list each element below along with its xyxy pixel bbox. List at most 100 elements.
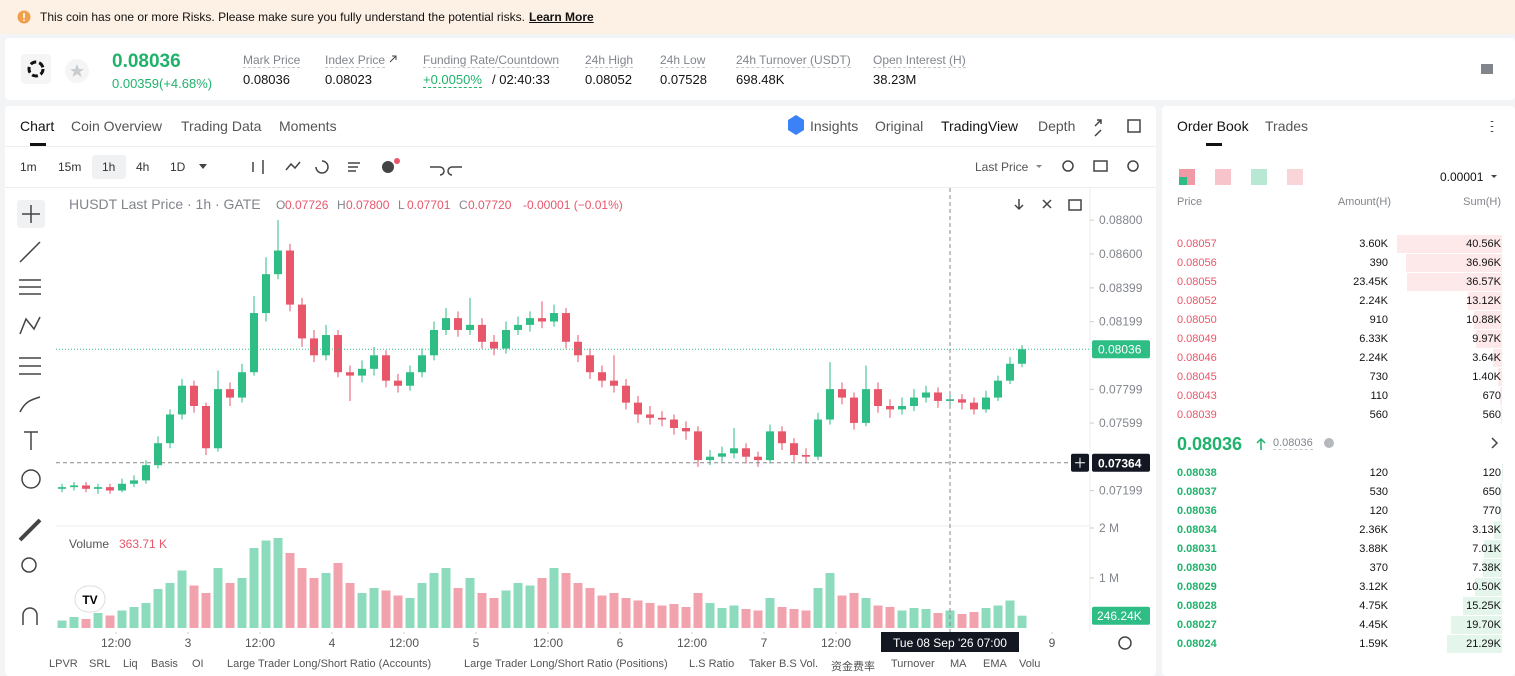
book-sum: 7.01K (1472, 543, 1501, 555)
interval[interactable]: 4h (136, 160, 149, 174)
volume-bar (466, 578, 475, 628)
toolbar-icons[interactable] (253, 160, 462, 175)
source-dropdown[interactable] (1036, 165, 1042, 168)
book-view-bids[interactable] (1251, 169, 1267, 185)
y-tick-label: 0.07799 (1099, 382, 1143, 396)
precision-dropdown[interactable] (1491, 175, 1497, 178)
indicator-tab[interactable]: LPVR (49, 658, 78, 670)
volume-bar (202, 593, 211, 628)
indicator-tab[interactable]: Liq (123, 658, 138, 670)
pattern-tool[interactable] (20, 317, 40, 334)
y-tick-label: 0.07599 (1099, 416, 1143, 430)
volume-bar (826, 573, 835, 628)
candle-body (694, 431, 702, 460)
indicator-tab[interactable]: MA (950, 658, 967, 670)
tab[interactable]: Chart (20, 118, 54, 134)
book-sum: 560 (1483, 409, 1501, 421)
y-tick-label: 0.08800 (1099, 213, 1143, 227)
tab[interactable]: Trading Data (181, 118, 261, 134)
candle-body (106, 487, 114, 490)
stat-label: 24h High (585, 53, 633, 68)
search-icon[interactable] (1063, 161, 1073, 171)
book-header: Amount(H) (1338, 196, 1391, 208)
magnet-tool[interactable] (23, 608, 37, 625)
interval[interactable]: 1D (170, 160, 185, 174)
indicator-tab[interactable]: Volu (1019, 658, 1040, 670)
fib-tool[interactable] (19, 358, 41, 374)
candle-body (634, 403, 642, 415)
volume-bar (706, 603, 715, 628)
candle-body (754, 457, 762, 460)
volume-bar (850, 593, 859, 628)
book-amount: 2.24K (1359, 352, 1388, 364)
candle-body (574, 342, 582, 356)
expand-icon[interactable] (1095, 120, 1101, 136)
indicator-tab[interactable]: 资金费率 (831, 658, 875, 674)
interval[interactable]: 15m (58, 160, 81, 174)
book-view-asks[interactable] (1215, 169, 1231, 185)
legend-buttons[interactable] (1015, 199, 1081, 210)
ruler-tool[interactable] (20, 520, 40, 540)
volume-bar (430, 573, 439, 628)
price-source[interactable]: Last Price (975, 160, 1028, 174)
volume-bar (610, 593, 619, 628)
interval-dropdown[interactable] (199, 164, 207, 169)
indicator-tab[interactable]: Turnover (891, 658, 935, 670)
indicator-tab[interactable]: SRL (89, 658, 110, 670)
volume-bar (814, 588, 823, 628)
book-price: 0.08039 (1177, 409, 1217, 421)
candle-body (610, 381, 618, 386)
stat-value: 38.23M (873, 72, 916, 87)
indicator-add[interactable] (382, 161, 394, 173)
book-amount: 530 (1370, 486, 1388, 498)
view-tab[interactable]: TradingView (941, 118, 1018, 134)
tab[interactable]: Moments (279, 118, 337, 134)
view-tab[interactable]: Depth (1038, 118, 1075, 134)
emoji-tool[interactable] (22, 470, 40, 488)
book-sum: 36.96K (1466, 257, 1501, 269)
line-tool[interactable] (20, 242, 40, 262)
expand-arrow[interactable] (1492, 438, 1497, 448)
indicator-tab[interactable]: Taker B.S Vol. (749, 658, 818, 670)
brush-tool[interactable] (20, 397, 40, 412)
channel-tool[interactable] (19, 280, 41, 294)
camera-icon[interactable] (1094, 161, 1107, 171)
crosshair-price-label: 0.07364 (1098, 456, 1142, 470)
indicator-tab[interactable]: OI (192, 658, 204, 670)
y-tick-label: 0.08399 (1099, 281, 1143, 295)
volume-bar (586, 588, 595, 628)
interval[interactable]: 1h (102, 160, 115, 174)
book-view-both[interactable] (1179, 177, 1187, 185)
indicator-tab[interactable]: Large Trader Long/Short Ratio (Positions… (464, 658, 668, 670)
volume-bar (502, 591, 511, 629)
volume-bar (394, 596, 403, 629)
reset-icon[interactable] (1119, 637, 1131, 649)
book-view-alt[interactable] (1287, 169, 1303, 185)
indicator-tab[interactable]: Large Trader Long/Short Ratio (Accounts) (227, 658, 431, 670)
text-tool[interactable] (24, 432, 38, 450)
view-tab[interactable]: Insights (810, 118, 858, 134)
interval[interactable]: 1m (20, 160, 37, 174)
stat-label: Open Interest (H) (873, 53, 966, 68)
book-tab[interactable]: Order Book (1177, 118, 1249, 134)
window-icon[interactable] (1128, 120, 1140, 132)
settings-icon[interactable] (1128, 161, 1138, 171)
volume-bar (574, 583, 583, 628)
indicator-tab[interactable]: L.S Ratio (689, 658, 734, 670)
precision[interactable]: 0.00001 (1440, 170, 1483, 184)
book-price: 0.08050 (1177, 314, 1217, 326)
volume-tick-label: 2 M (1099, 521, 1119, 535)
stat-value: 0.08052 (585, 72, 632, 87)
indicator-tab[interactable]: Basis (151, 658, 178, 670)
tab[interactable]: Coin Overview (71, 118, 162, 134)
candle-body (1018, 349, 1026, 364)
volume-bar (118, 611, 127, 629)
indicator-tab[interactable]: EMA (983, 658, 1007, 670)
x-tick-label: 12:00 (245, 636, 275, 650)
volume-bar (778, 607, 787, 628)
book-tab[interactable]: Trades (1265, 118, 1308, 134)
volume-bar (838, 596, 847, 629)
zoom-tool[interactable] (22, 558, 36, 572)
view-tab[interactable]: Original (875, 118, 923, 134)
